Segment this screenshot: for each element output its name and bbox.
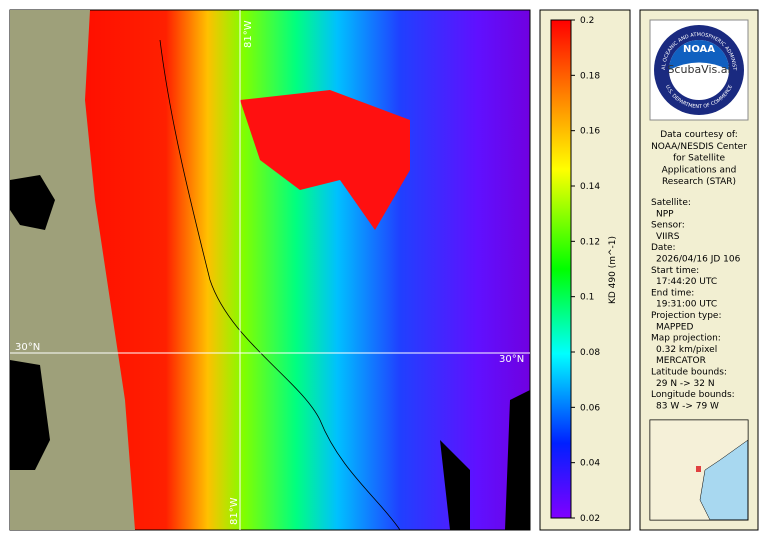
field-label: Date: [651, 243, 676, 253]
field-label: Start time: [651, 266, 699, 276]
field-value: 29 N -> 32 N [656, 379, 715, 389]
credit-line: Applications and [662, 165, 737, 175]
field-value: 17:44:20 UTC [656, 277, 717, 287]
credit-line: NOAA/NESDIS Center [651, 142, 747, 152]
lat-label: 30°N [499, 354, 524, 365]
field-value: NPP [656, 209, 674, 219]
lon-label: 81°W [229, 497, 240, 525]
colorbar-tick-label: 0.08 [580, 348, 600, 358]
land-water [10, 175, 55, 470]
colorbar-tick-label: 0.02 [580, 514, 600, 524]
inset-marker [696, 466, 701, 472]
field-label: Satellite: [651, 198, 691, 208]
field-value: VIIRS [656, 232, 680, 242]
colorbar [550, 19, 572, 519]
lat-label: 30°N [15, 342, 40, 353]
field-label: End time: [651, 288, 694, 298]
logo-sky [669, 40, 729, 70]
field-value: 83 W -> 79 W [656, 401, 719, 411]
field-value: MAPPED [656, 322, 693, 332]
credit-line: Data courtesy of: [660, 130, 738, 140]
watermark: ScubaVis.ai [667, 63, 730, 76]
lon-label: 81°W [243, 20, 254, 48]
logo-name: NOAA [683, 44, 715, 55]
field-value: MERCATOR [656, 356, 706, 366]
field-label: Longitude bounds: [651, 390, 735, 400]
field-value: 2026/04/16 JD 106 [656, 255, 741, 265]
isobath [159, 39, 401, 531]
colorbar-tick-label: 0.2 [580, 16, 594, 26]
colorbar-tick-label: 0.16 [580, 127, 600, 137]
field-label: Sensor: [651, 221, 685, 231]
colorbar-tick-label: 0.18 [580, 71, 600, 81]
field-value: 0.32 km/pixel [656, 345, 717, 355]
field-label: Map projection: [651, 334, 721, 344]
map: 81°W 81°W 30°N 30°N [9, 9, 531, 531]
plume [240, 90, 410, 230]
field-label: Projection type: [651, 311, 722, 321]
colorbar-tick-label: 0.04 [580, 459, 600, 469]
credit-line: for Satellite [673, 154, 726, 164]
colorbar-label: KD 490 (m^-1) [608, 236, 618, 304]
field-value: 19:31:00 UTC [656, 300, 717, 310]
colorbar-tick-label: 0.1 [580, 293, 594, 303]
colorbar-tick-label: 0.12 [580, 237, 600, 247]
colorbar-tick-label: 0.14 [580, 182, 600, 192]
field-label: Latitude bounds: [651, 368, 727, 378]
no-data [440, 390, 530, 530]
colorbar-tick-label: 0.06 [580, 403, 600, 413]
credit-line: Research (STAR) [662, 177, 736, 187]
